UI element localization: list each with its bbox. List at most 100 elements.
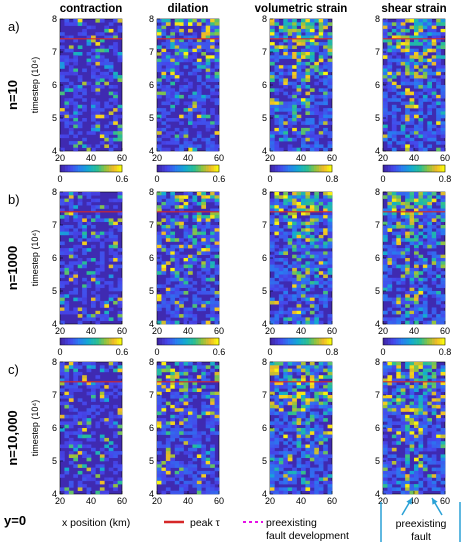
heatmap-cell — [113, 267, 118, 272]
heatmap-cell — [270, 487, 275, 491]
heatmap-cell — [157, 470, 162, 475]
heatmap-cell — [95, 75, 101, 79]
heatmap-cell — [117, 108, 123, 112]
heatmap-cell — [174, 375, 180, 379]
heatmap-cell — [305, 35, 311, 40]
heatmap-cell — [91, 238, 96, 242]
heatmap-cell — [327, 141, 333, 145]
heatmap-cell — [387, 192, 393, 196]
heatmap-cell — [440, 22, 446, 26]
heatmap-cell — [214, 320, 220, 325]
heatmap-cell — [117, 198, 123, 203]
heatmap-cell — [77, 388, 83, 392]
heatmap-cell — [157, 378, 162, 383]
x-tick-label: 60 — [214, 153, 224, 163]
heatmap-cell — [309, 118, 315, 122]
heatmap-cell — [323, 91, 328, 96]
heatmap-cell — [174, 434, 180, 439]
heatmap-cell — [396, 58, 402, 63]
heatmap-cell — [391, 127, 397, 132]
heatmap-cell — [409, 437, 415, 442]
heatmap-cell — [283, 137, 289, 142]
heatmap-cell — [287, 487, 293, 491]
heatmap-cell — [440, 225, 446, 229]
heatmap-cell — [296, 464, 302, 468]
heatmap-cell — [314, 454, 320, 458]
colorbar-segment — [162, 338, 166, 345]
heatmap-cell — [165, 225, 171, 229]
heatmap-cell — [161, 381, 167, 386]
heatmap-cell — [414, 85, 419, 89]
heatmap-cell — [192, 218, 198, 222]
heatmap-cell — [436, 201, 441, 206]
heatmap-cell — [192, 444, 198, 449]
heatmap-cell — [391, 381, 397, 386]
heatmap-cell — [314, 45, 320, 49]
heatmap-cell — [99, 487, 105, 491]
heatmap-cell — [91, 198, 96, 203]
heatmap-cell — [179, 264, 184, 269]
colorbar-segment — [91, 338, 94, 345]
heatmap-cell — [314, 258, 320, 262]
heatmap-cell — [77, 88, 83, 92]
heatmap-cell — [405, 484, 410, 488]
heatmap-cell — [440, 271, 446, 275]
heatmap-cell — [179, 401, 184, 406]
heatmap-cell — [179, 297, 184, 302]
heatmap-cell — [104, 490, 110, 495]
heatmap-cell — [95, 320, 101, 325]
heatmap-cell — [391, 192, 397, 196]
heatmap-cell — [383, 85, 388, 89]
heatmap-cell — [95, 261, 101, 265]
heatmap-cell — [210, 307, 215, 312]
heatmap-cell — [436, 65, 441, 69]
heatmap-cell — [205, 261, 211, 265]
heatmap-cell — [157, 208, 162, 213]
heatmap-cell — [179, 32, 184, 36]
heatmap-cell — [274, 411, 280, 416]
heatmap-cell — [436, 414, 441, 419]
heatmap-cell — [309, 137, 315, 142]
heatmap-cell — [210, 108, 215, 112]
heatmap-cell — [418, 58, 424, 63]
x-tick-label: 40 — [86, 496, 96, 506]
heatmap-cell — [400, 470, 406, 475]
heatmap-cell — [214, 114, 220, 119]
heatmap-cell — [270, 101, 275, 106]
heatmap-cell — [77, 398, 83, 402]
heatmap-cell — [314, 424, 320, 429]
heatmap-cell — [314, 147, 320, 152]
heatmap-cell — [196, 434, 202, 439]
heatmap-cell — [296, 114, 302, 119]
heatmap-cell — [91, 362, 96, 366]
heatmap-cell — [309, 261, 315, 265]
heatmap-cell — [108, 281, 114, 285]
heatmap-cell — [405, 65, 410, 69]
heatmap-cell — [99, 141, 105, 145]
heatmap-cell — [108, 75, 114, 79]
colorbar-max-label: 0.6 — [213, 347, 226, 357]
heatmap-cell — [113, 264, 118, 269]
y-axis-label: timestep (10⁴) — [30, 57, 40, 113]
heatmap-cell — [274, 258, 280, 262]
heatmap-cell — [274, 300, 280, 305]
heatmap-cell — [278, 424, 284, 429]
heatmap-cell — [174, 264, 180, 269]
heatmap-cell — [183, 52, 189, 56]
heatmap-cell — [270, 198, 275, 203]
heatmap-cell — [409, 447, 415, 452]
heatmap-cell — [205, 42, 211, 46]
heatmap-cell — [196, 144, 202, 148]
heatmap-cell — [391, 404, 397, 409]
heatmap-cell — [64, 371, 70, 376]
heatmap-cell — [431, 234, 437, 239]
heatmap-cell — [113, 480, 118, 485]
heatmap-cell — [86, 25, 92, 30]
colorbar-segment — [185, 165, 189, 172]
heatmap-cell — [188, 441, 193, 445]
heatmap-cell — [165, 215, 171, 219]
heatmap-cell — [396, 234, 402, 239]
colorbar-segment — [91, 165, 94, 172]
heatmap-cell — [296, 408, 302, 412]
